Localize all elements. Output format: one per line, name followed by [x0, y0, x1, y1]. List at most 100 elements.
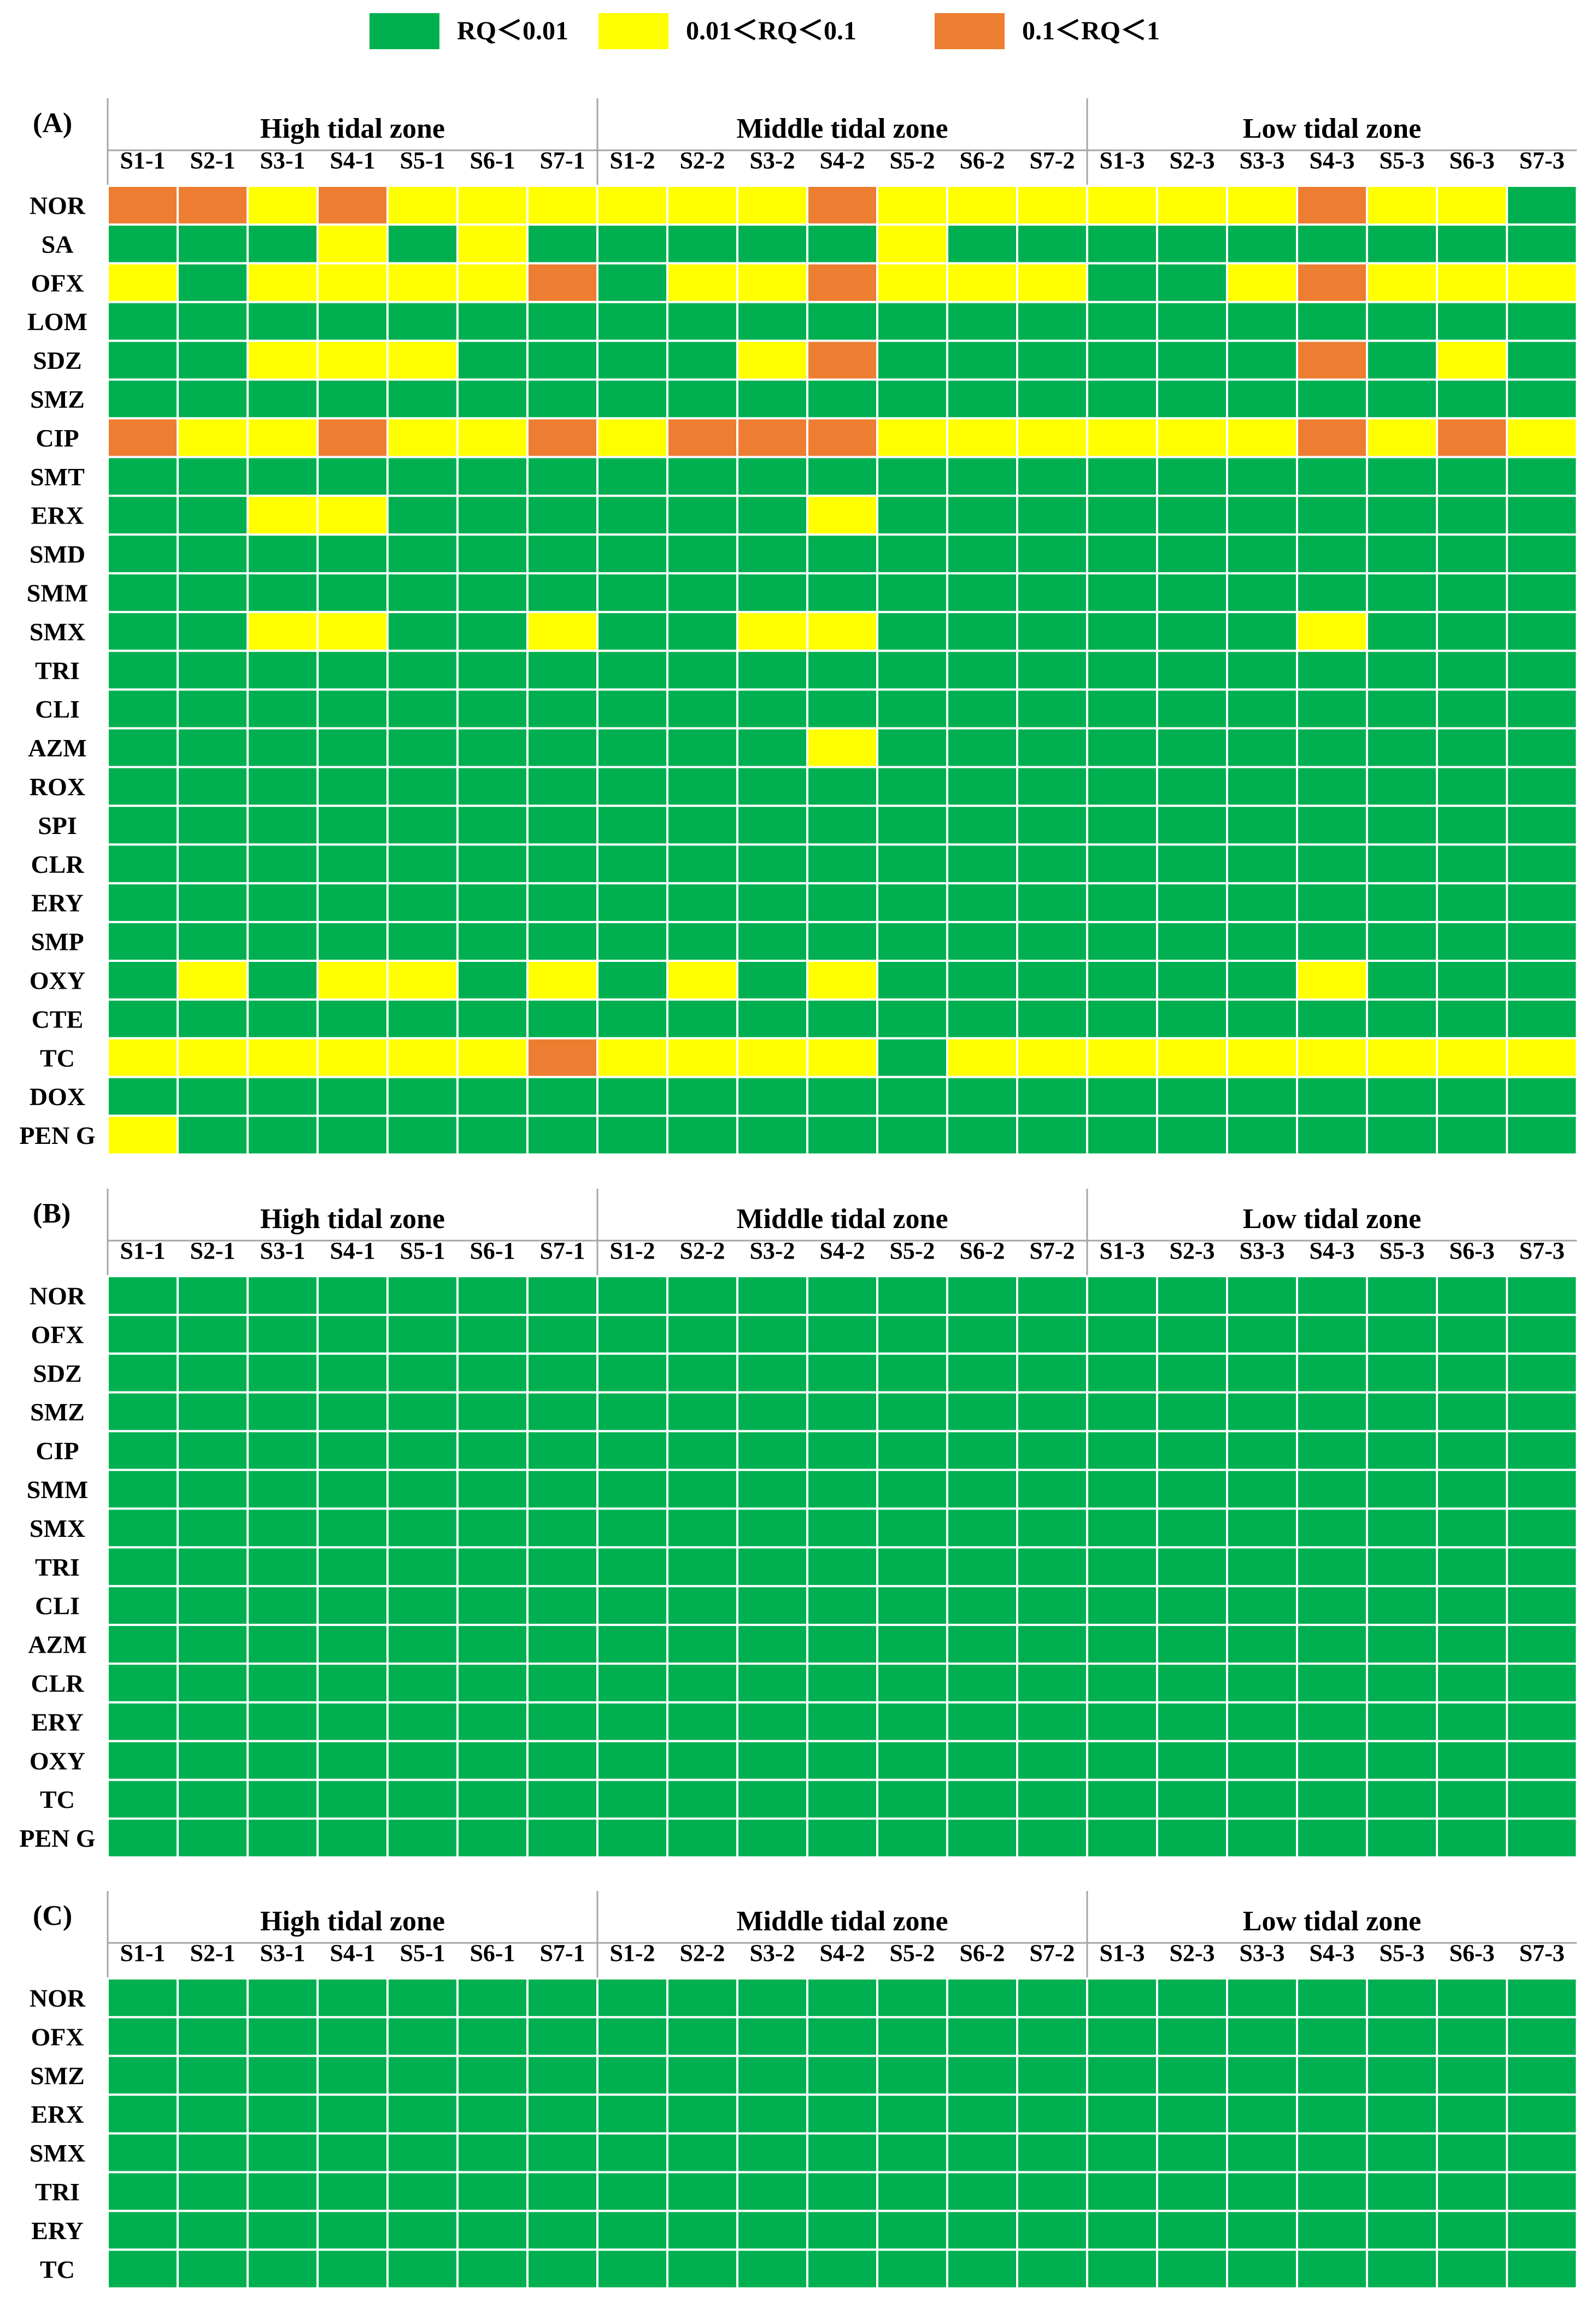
heatmap-cell: [806, 1037, 878, 1078]
heatmap-cell: [386, 766, 459, 807]
heatmap-cell: [1296, 1585, 1368, 1626]
row-label: SPI: [38, 812, 77, 839]
heatmap-cell: [1296, 1313, 1368, 1355]
column-label: S4-1: [330, 1940, 375, 1966]
heatmap-cell: [736, 1663, 808, 1704]
heatmap-cell: [316, 688, 389, 730]
heatmap-cell: [736, 2093, 808, 2135]
heatmap-cell: [1086, 1076, 1158, 1117]
row-label: SMZ: [30, 385, 85, 413]
heatmap-cell: [1366, 1701, 1438, 1742]
heatmap-cell: [1366, 417, 1438, 459]
heatmap-cell: [876, 1076, 948, 1117]
heatmap-cell: [1436, 1546, 1508, 1588]
heatmap-cell: [806, 1469, 878, 1510]
row-label: CLR: [31, 850, 84, 878]
heatmap-cell: [596, 572, 668, 613]
heatmap-cell: [456, 262, 529, 303]
heatmap-cell: [596, 1817, 668, 1859]
heatmap-cell: [1086, 1430, 1158, 1471]
column-label: S4-3: [1309, 1237, 1354, 1264]
column-label: S1-1: [120, 1940, 165, 1966]
heatmap-cell: [386, 688, 459, 730]
heatmap-cell: [316, 1076, 389, 1117]
heatmap-cell: [526, 2054, 598, 2096]
heatmap-cell: [876, 610, 948, 652]
heatmap-cell: [1296, 998, 1368, 1039]
heatmap-cell: [177, 1507, 249, 1549]
heatmap-cell: [596, 2171, 668, 2212]
heatmap-cell: [526, 185, 598, 226]
heatmap-cell: [456, 804, 529, 846]
heatmap-cell: [1506, 960, 1578, 1001]
heatmap-cell: [386, 2171, 459, 2212]
heatmap-cell: [1506, 766, 1578, 807]
heatmap-cell: [1086, 2171, 1158, 2212]
heatmap-cell: [736, 339, 808, 381]
heatmap-cell: [526, 1585, 598, 1626]
row-label: SMP: [31, 928, 84, 956]
heatmap-cell: [1436, 1313, 1508, 1355]
heatmap-cell: [386, 1391, 459, 1432]
column-label: S2-1: [190, 1940, 235, 1966]
heatmap-cell: [946, 2054, 1018, 2096]
heatmap-cell: [526, 921, 598, 962]
heatmap-cell: [1366, 1977, 1438, 2018]
column-label: S4-2: [819, 147, 865, 174]
heatmap-cell: [736, 1778, 808, 1820]
heatmap-cell: [1226, 339, 1298, 381]
heatmap-cell: [316, 1546, 389, 1588]
heatmap-cell: [1016, 1778, 1088, 1820]
row-label: TRI: [35, 656, 80, 684]
heatmap-cell: [1086, 1469, 1158, 1510]
heatmap-cell: [316, 223, 389, 265]
heatmap-cell: [596, 649, 668, 691]
heatmap-cell: [456, 766, 529, 807]
heatmap-cell: [316, 960, 389, 1001]
heatmap-cell: [1366, 1546, 1438, 1588]
heatmap-cell: [177, 1778, 249, 1820]
heatmap-cell: [1016, 688, 1088, 730]
heatmap-cell: [247, 533, 319, 574]
heatmap-cell: [1506, 1546, 1578, 1588]
heatmap-cell: [247, 1624, 319, 1665]
heatmap-cell: [1296, 1778, 1368, 1820]
heatmap-cell: [1436, 1977, 1508, 2018]
heatmap-cell: [736, 1701, 808, 1742]
heatmap-cell: [666, 1313, 738, 1355]
heatmap-cell: [806, 921, 878, 962]
heatmap-cell: [1436, 301, 1508, 342]
heatmap-cell: [386, 2132, 459, 2174]
heatmap-cell: [1016, 2016, 1088, 2057]
heatmap-cell: [1506, 998, 1578, 1039]
heatmap-cell: [1156, 495, 1228, 536]
heatmap-cell: [247, 185, 319, 226]
heatmap-cell: [316, 1037, 389, 1078]
heatmap-cell: [596, 1469, 668, 1510]
heatmap-cell: [526, 766, 598, 807]
heatmap-cell: [526, 882, 598, 924]
heatmap-cell: [1156, 843, 1228, 885]
heatmap-cell: [1156, 185, 1228, 226]
heatmap-cell: [736, 1624, 808, 1665]
heatmap-cell: [177, 533, 249, 574]
heatmap-cell: [1156, 1430, 1228, 1471]
heatmap-cell: [806, 417, 878, 459]
heatmap-cell: [806, 1817, 878, 1859]
row-label: DOX: [30, 1083, 85, 1111]
heatmap-cell: [1366, 262, 1438, 303]
heatmap-cell: [1086, 804, 1158, 846]
heatmap-cell: [946, 1076, 1018, 1117]
heatmap-cell: [107, 804, 179, 846]
heatmap-cell: [386, 1430, 459, 1471]
heatmap-cell: [1436, 417, 1508, 459]
heatmap-cell: [876, 1546, 948, 1588]
heatmap-cell: [666, 495, 738, 536]
heatmap-cell: [1016, 1313, 1088, 1355]
heatmap-cell: [1226, 766, 1298, 807]
heatmap-cell: [736, 1546, 808, 1588]
heatmap-cell: [1296, 1740, 1368, 1781]
heatmap-cell: [1366, 960, 1438, 1001]
column-label: S4-2: [819, 1237, 865, 1264]
heatmap-cell: [946, 2171, 1018, 2212]
